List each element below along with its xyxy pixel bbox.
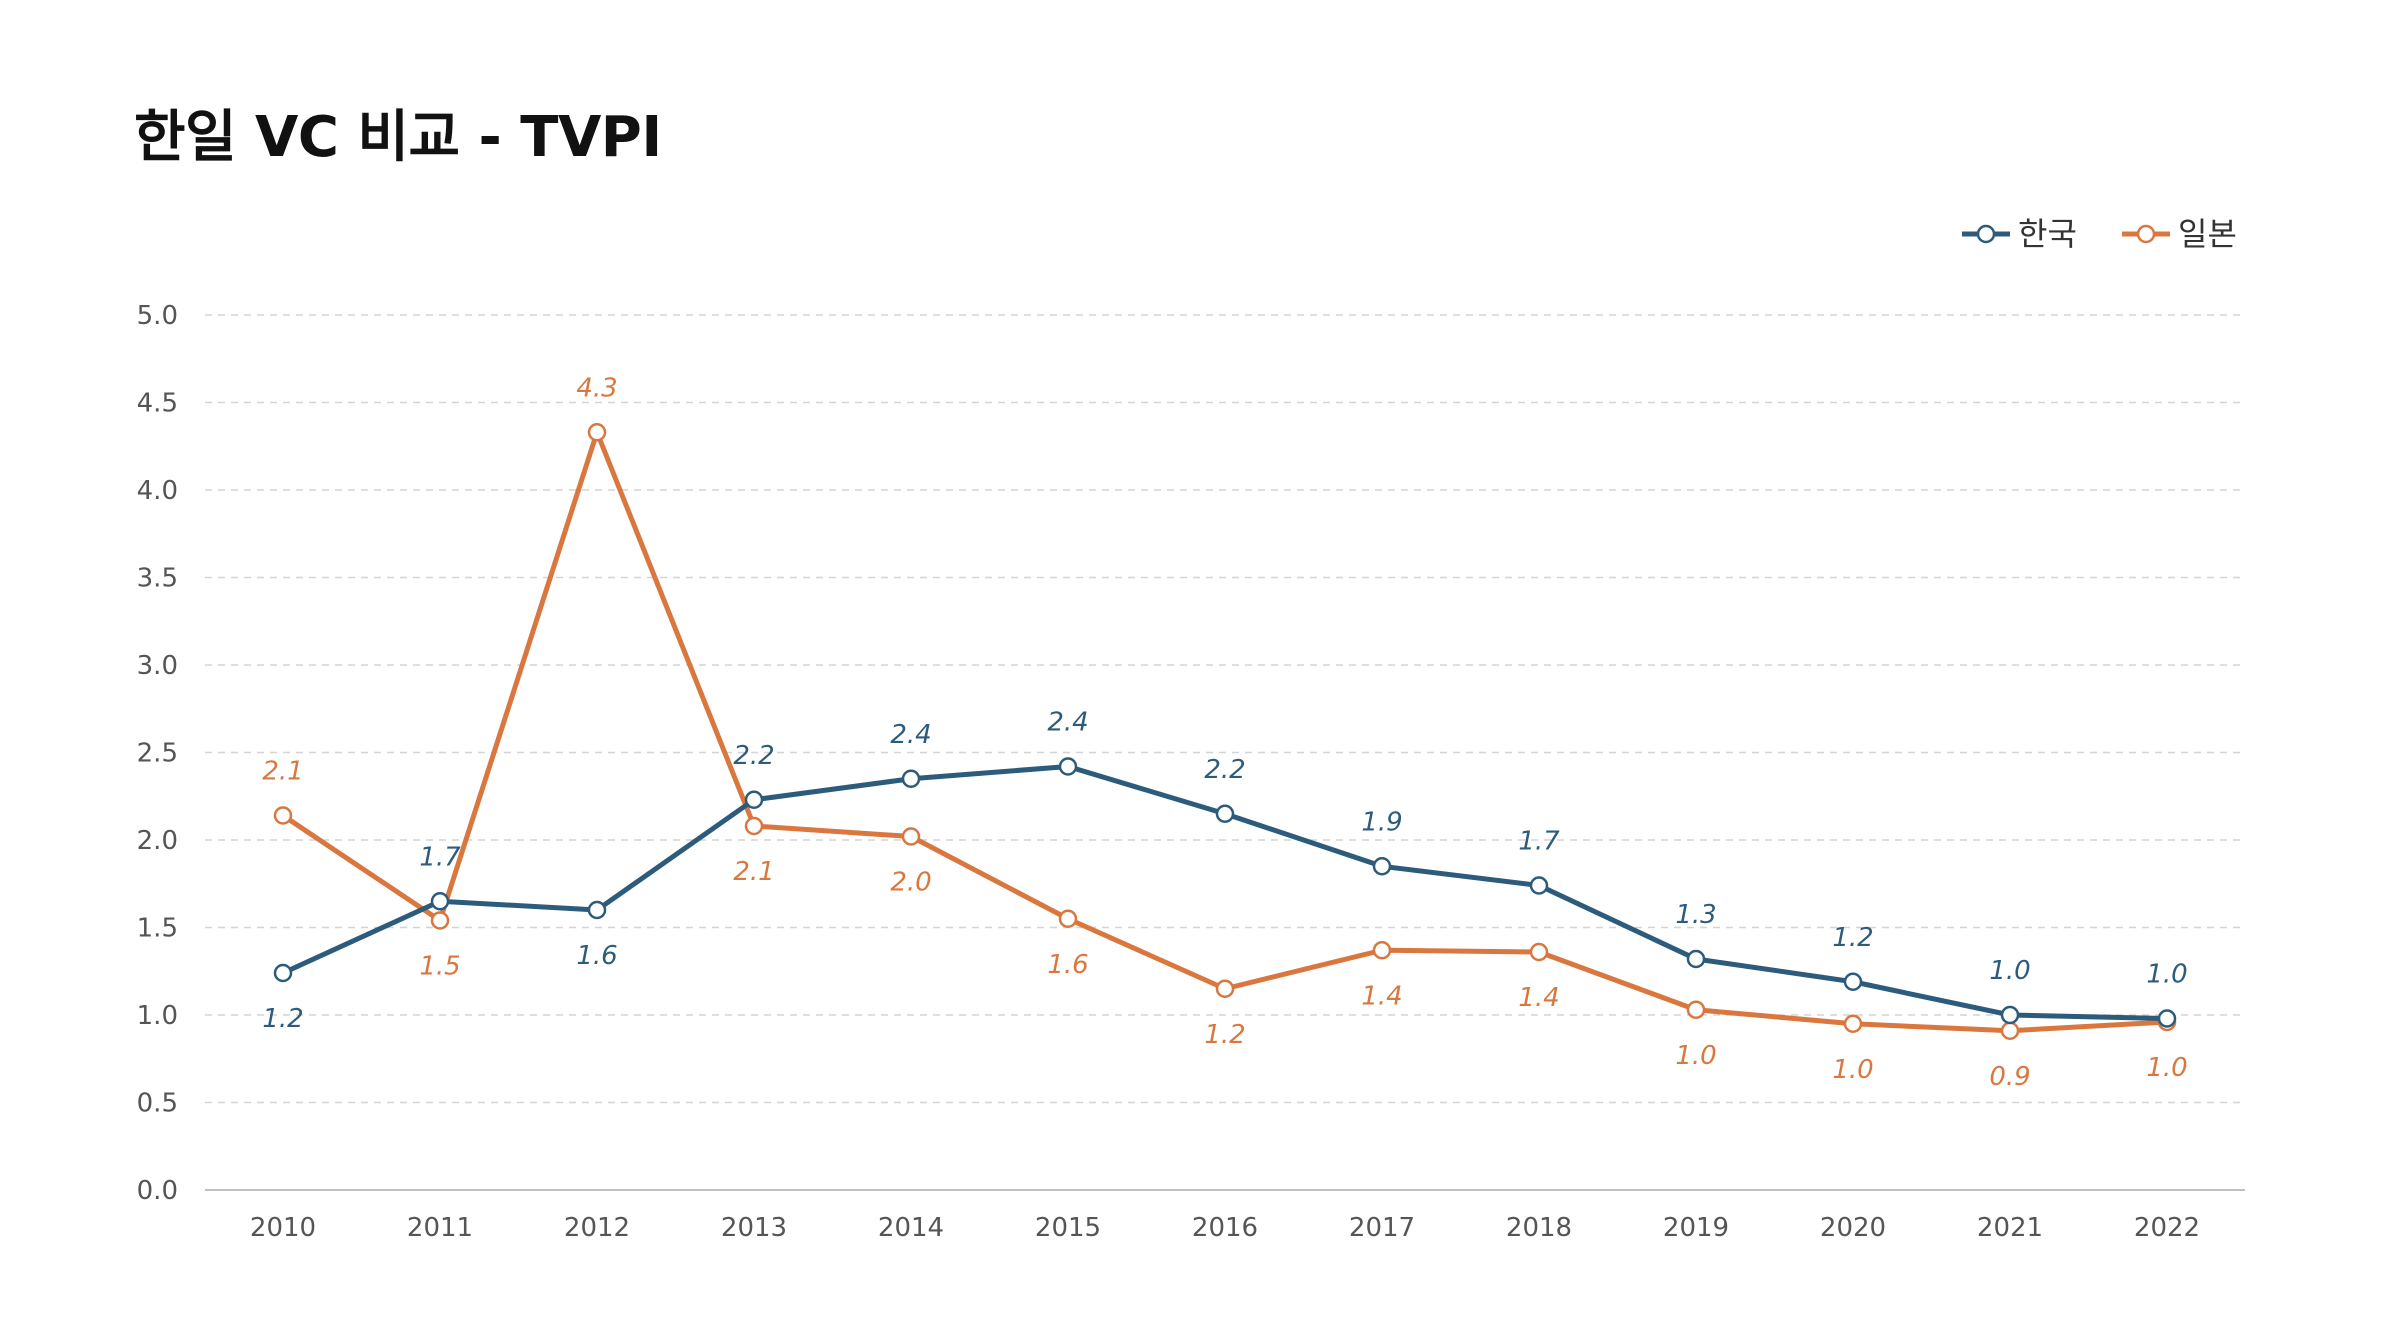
series-line-japan: [280, 429, 2170, 1034]
x-tick-label: 2017: [1349, 1213, 1415, 1243]
x-tick-label: 2018: [1506, 1213, 1572, 1243]
legend-marker: [1976, 224, 1996, 244]
data-label: 2.1: [262, 757, 303, 787]
legend: 한국 일본: [1962, 215, 2237, 253]
x-tick-label: 2015: [1035, 1213, 1101, 1243]
data-labels: 1.2 2.1 1.7 1.5 1.6 4.3 2.2 2.1 2.4 2.0 2.4 1.6 2.2 1…: [262, 373, 2187, 1092]
data-point: [1372, 857, 1392, 876]
data-label: 1.4: [1361, 981, 1402, 1011]
data-point: [2000, 1021, 2020, 1040]
data-point: [587, 423, 607, 442]
data-point: [430, 911, 450, 930]
data-label: 1.3: [1675, 900, 1716, 930]
data-label: 1.0: [2146, 1053, 2187, 1083]
y-tick-label: 4.0: [137, 476, 178, 506]
data-label: 1.2: [262, 1004, 303, 1034]
y-tick-label: 1.5: [137, 914, 178, 944]
data-point: [744, 816, 764, 836]
data-label: 1.9: [1361, 807, 1402, 837]
data-label: 2.1: [733, 857, 774, 887]
data-label: 4.3: [576, 373, 617, 403]
x-tick-label: 2013: [721, 1213, 787, 1243]
data-label: 1.6: [1047, 950, 1088, 980]
data-label: 2.4: [890, 720, 931, 750]
data-point: [1058, 757, 1078, 776]
data-point: [1686, 949, 1706, 969]
data-label: 0.9: [1989, 1062, 2030, 1092]
data-point: [1843, 972, 1863, 991]
data-label: 2.2: [733, 741, 774, 771]
data-label: 1.5: [419, 952, 460, 982]
y-tick-label: 2.5: [137, 739, 178, 769]
data-label: 1.0: [2146, 960, 2187, 990]
y-tick-label: 0.5: [137, 1089, 178, 1119]
y-tick-label: 5.0: [137, 301, 178, 331]
x-tick-label: 2012: [564, 1213, 630, 1243]
data-label: 1.0: [1832, 1055, 1873, 1085]
data-label: 1.6: [576, 941, 617, 971]
series-lines: [280, 429, 2170, 1034]
legend-marker: [2136, 224, 2156, 244]
data-point: [587, 900, 607, 920]
chart-title: 한일 VC 비교 - TVPI: [134, 105, 662, 170]
data-label: 1.0: [1989, 956, 2030, 986]
data-point: [273, 806, 293, 825]
y-tick-label: 2.0: [137, 826, 178, 856]
x-tick-label: 2020: [1820, 1213, 1886, 1243]
x-tick-label: 2021: [1977, 1213, 2043, 1243]
y-tick-label: 0.0: [137, 1176, 178, 1206]
y-tick-label: 3.0: [137, 651, 178, 681]
x-tick-label: 2010: [250, 1213, 316, 1243]
data-label: 2.0: [890, 868, 931, 898]
data-point: [1372, 941, 1392, 960]
data-label: 2.2: [1204, 755, 1245, 785]
data-label: 1.4: [1518, 983, 1559, 1013]
data-point: [273, 963, 293, 983]
grid-lines: [205, 314, 2245, 1104]
data-point: [901, 827, 921, 846]
data-point: [2157, 1009, 2177, 1028]
x-tick-label: 2019: [1663, 1213, 1729, 1243]
data-point: [1215, 804, 1235, 823]
x-tick-label: 2014: [878, 1213, 944, 1243]
data-point: [1215, 979, 1235, 998]
data-point: [1058, 909, 1078, 928]
y-tick-label: 3.5: [137, 564, 178, 594]
data-label: 1.2: [1832, 923, 1873, 953]
x-tick-label: 2011: [407, 1213, 473, 1243]
axes: 0.0 0.5 1.0 1.5 2.0 2.5 3.0 3.5 4.0 4.5 5.0 2010 201…: [137, 301, 2245, 1243]
legend-label: 한국: [2018, 215, 2077, 253]
data-point: [1843, 1014, 1863, 1033]
data-label: 1.7: [1518, 827, 1560, 857]
y-tick-label: 1.0: [137, 1001, 178, 1031]
data-point: [430, 892, 450, 911]
data-point: [1529, 942, 1549, 962]
data-point: [744, 790, 764, 809]
x-tick-label: 2022: [2134, 1213, 2200, 1243]
data-label: 2.4: [1047, 708, 1088, 738]
data-point: [901, 769, 921, 788]
data-point: [2000, 1005, 2020, 1025]
data-label: 1.0: [1675, 1041, 1716, 1071]
y-tick-label: 4.5: [137, 389, 178, 419]
data-label: 1.2: [1204, 1020, 1245, 1050]
x-tick-label: 2016: [1192, 1213, 1258, 1243]
series-markers: [273, 423, 2177, 1040]
data-point: [1686, 1000, 1706, 1019]
data-point: [1529, 876, 1549, 895]
data-label: 1.7: [419, 842, 461, 872]
legend-label: 일본: [2178, 215, 2237, 253]
